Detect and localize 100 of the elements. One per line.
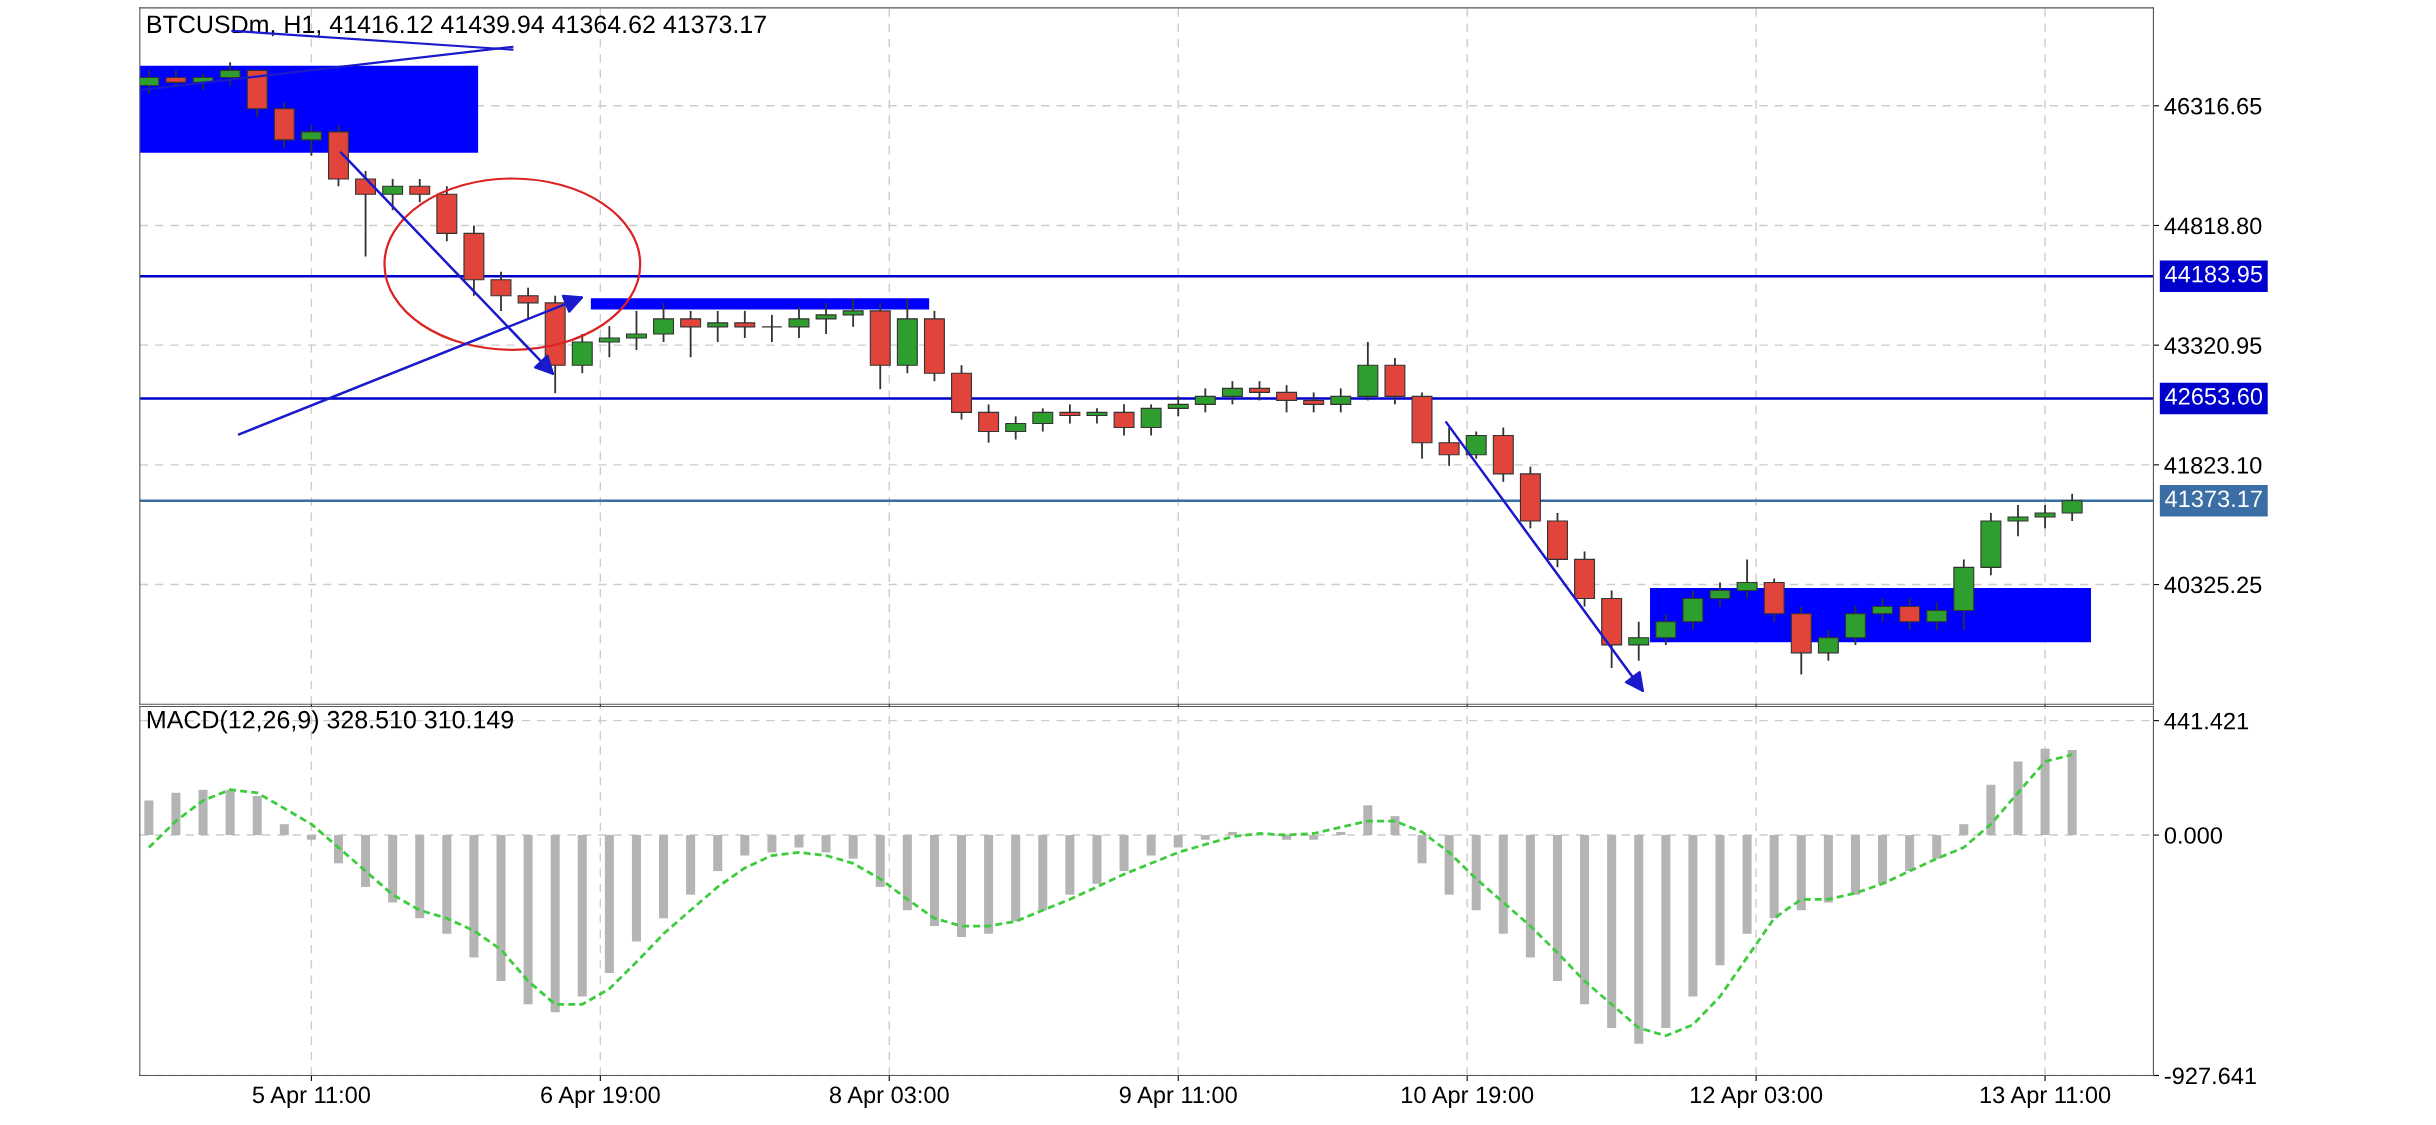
candlestick (571, 333, 593, 375)
bar (1038, 835, 1048, 911)
bar (388, 835, 398, 903)
candlestick (1113, 403, 1135, 437)
ref-line-label: 41373.17 (2165, 490, 2262, 508)
bar (1959, 824, 1969, 836)
candlestick (1303, 391, 1325, 414)
bar (306, 835, 316, 840)
bar (1417, 835, 1427, 864)
candlestick (490, 270, 512, 312)
candlestick (680, 309, 702, 359)
bar (225, 789, 235, 836)
candlestick (1438, 426, 1460, 467)
bar (1932, 835, 1942, 859)
candlestick (2061, 492, 2083, 522)
bar (415, 835, 425, 919)
bar (1796, 835, 1806, 911)
bar (1065, 835, 1075, 895)
y-tick-label: 44818.80 (2164, 217, 2262, 235)
bar (1905, 835, 1915, 872)
line-series (147, 753, 2074, 1038)
bar (1092, 835, 1102, 884)
chart-title: MACD(12,26,9) 328.510 310.149 (147, 710, 513, 734)
candlestick (625, 309, 647, 351)
candlestick (1899, 597, 1921, 631)
bar (821, 835, 831, 853)
candlestick (2007, 504, 2029, 538)
candlestick (1628, 620, 1650, 662)
candlestick (1926, 601, 1948, 631)
bar (1525, 835, 1535, 958)
candlestick (815, 301, 837, 335)
candlestick (842, 297, 864, 328)
candlestick (1655, 612, 1677, 646)
candlestick (139, 69, 160, 95)
bar (252, 795, 262, 836)
candlestick (1032, 407, 1054, 433)
candlestick (1465, 430, 1487, 460)
x-tick-label: 12 Apr 03:00 (1690, 1086, 1823, 1108)
bar (198, 789, 208, 836)
ref-line-label: 44183.95 (2165, 265, 2263, 283)
y-tick-label: 40325.25 (2164, 576, 2262, 594)
candlestick (1059, 403, 1081, 425)
x-tick-label: 13 Apr 11:00 (1980, 1086, 2111, 1108)
candlestick (219, 61, 241, 87)
candlestick (355, 170, 377, 258)
chart-title: BTCUSDm, H1, 41416.12 41439.94 41364.62 41373.17 (147, 15, 766, 37)
bar (1444, 835, 1454, 895)
bar (1309, 835, 1319, 840)
bar (279, 824, 289, 836)
bar (875, 835, 885, 887)
bar (1634, 835, 1644, 1044)
candlestick (1330, 387, 1352, 414)
candlestick (1817, 628, 1839, 662)
bar (984, 835, 994, 934)
bar (523, 835, 533, 1005)
bar (496, 835, 506, 981)
bar (659, 835, 669, 919)
x-tick-label: 9 Apr 11:00 (1119, 1086, 1237, 1108)
bar (1986, 784, 1996, 836)
bar (577, 835, 587, 997)
bar (713, 835, 723, 872)
bar (767, 835, 777, 853)
candlestick (761, 313, 783, 343)
candlestick (1167, 395, 1189, 418)
bar (550, 835, 560, 1013)
candlestick (734, 309, 756, 339)
bar (469, 835, 479, 958)
bar (1498, 835, 1508, 934)
bar (1011, 835, 1021, 922)
candlestick (1249, 380, 1270, 402)
bar (604, 835, 614, 973)
candlestick (1005, 415, 1027, 441)
candlestick (2034, 504, 2056, 530)
bar (1688, 835, 1698, 997)
bar (957, 835, 967, 937)
candlestick (1221, 380, 1243, 406)
bar (1769, 835, 1779, 919)
bar (144, 800, 154, 836)
bar (1282, 835, 1292, 840)
bar (1742, 835, 1752, 934)
bar (1552, 835, 1562, 981)
bar (1580, 835, 1590, 1005)
bar (848, 835, 858, 859)
bar (1227, 831, 1237, 836)
bar (1363, 805, 1373, 836)
bar (902, 835, 912, 911)
x-tick-label: 5 Apr 11:00 (252, 1086, 370, 1108)
bar (1850, 835, 1860, 895)
candlestick (1276, 384, 1298, 414)
candlestick (300, 123, 322, 157)
candlestick (598, 325, 620, 359)
x-tick-label: 6 Apr 19:00 (541, 1086, 660, 1108)
bar (1119, 835, 1129, 872)
bar (1390, 816, 1400, 836)
bar (1336, 831, 1346, 836)
y-tick-label: 46316.65 (2164, 97, 2262, 115)
bar (686, 835, 696, 895)
y-tick-label: 41823.10 (2164, 456, 2262, 474)
bar (1823, 835, 1833, 903)
bar (1200, 835, 1210, 840)
